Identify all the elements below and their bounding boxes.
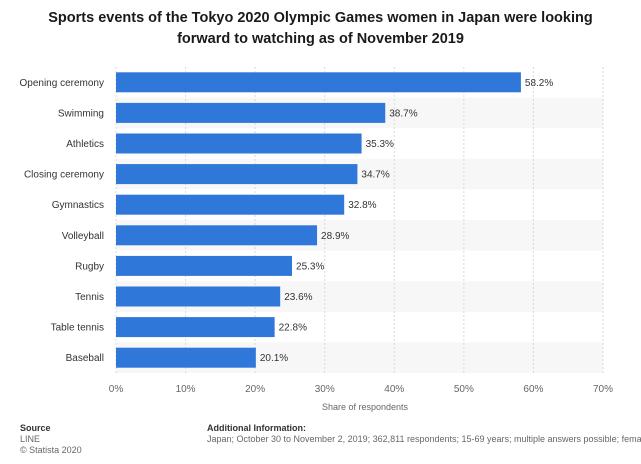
category-label: Athletics: [66, 139, 104, 150]
x-tick-label: 50%: [454, 384, 474, 395]
category-label: Volleyball: [62, 231, 104, 242]
chart-title: Sports events of the Tokyo 2020 Olympic …: [48, 10, 593, 47]
x-tick-label: 70%: [593, 384, 613, 395]
category-label: Table tennis: [51, 323, 104, 334]
bar: [116, 194, 345, 215]
category-label: Swimming: [58, 108, 104, 119]
x-tick-label: 60%: [523, 384, 543, 395]
bar: [116, 133, 362, 154]
x-axis-ticks: 0% 10% 20% 30% 40% 50% 60% 70%: [109, 384, 613, 395]
data-label: 38.7%: [389, 108, 417, 119]
bar: [116, 255, 293, 276]
category-label: Closing ceremony: [24, 170, 104, 181]
bar: [116, 72, 521, 93]
category-label: Baseball: [66, 353, 104, 364]
x-tick-label: 30%: [315, 384, 335, 395]
category-label: Rugby: [75, 261, 104, 272]
bar: [116, 225, 318, 246]
bar: [116, 164, 358, 185]
data-label: 20.1%: [260, 353, 288, 364]
bar: [116, 317, 275, 338]
category-label: Opening ceremony: [20, 78, 105, 89]
data-label: 34.7%: [361, 170, 389, 181]
source-name: LINE: [20, 434, 41, 444]
x-tick-label: 0%: [109, 384, 124, 395]
data-label: 23.6%: [284, 292, 312, 303]
data-label: 58.2%: [525, 78, 553, 89]
bar: [116, 102, 386, 123]
additional-info-text: Japan; October 30 to November 2, 2019; 3…: [207, 434, 641, 444]
category-label: Tennis: [75, 292, 104, 303]
data-label: 28.9%: [321, 231, 349, 242]
data-label: 22.8%: [279, 323, 307, 334]
bar: [116, 347, 256, 368]
data-label: 35.3%: [366, 139, 394, 150]
category-label: Gymnastics: [52, 200, 104, 211]
value-labels: 58.2% 38.7% 35.3% 34.7% 32.8% 28.9% 25.3% 23.6%…: [260, 78, 554, 364]
data-label: 32.8%: [348, 200, 376, 211]
x-tick-label: 40%: [384, 384, 404, 395]
bar: [116, 286, 281, 307]
x-axis-label: Share of respondents: [322, 402, 409, 412]
x-tick-label: 10%: [176, 384, 196, 395]
additional-info-block: Additional Information: Japan; October 3…: [207, 423, 641, 445]
additional-info-heading: Additional Information:: [207, 423, 306, 433]
source-copyright: © Statista 2020: [20, 445, 82, 455]
source-heading: Source: [20, 423, 51, 433]
x-tick-label: 20%: [245, 384, 265, 395]
bars: [116, 72, 521, 368]
data-label: 25.3%: [296, 261, 324, 272]
source-block: Source LINE © Statista 2020: [20, 423, 82, 456]
gridlines: [115, 67, 604, 373]
category-labels: Opening ceremony Swimming Athletics Closing…: [20, 78, 105, 364]
